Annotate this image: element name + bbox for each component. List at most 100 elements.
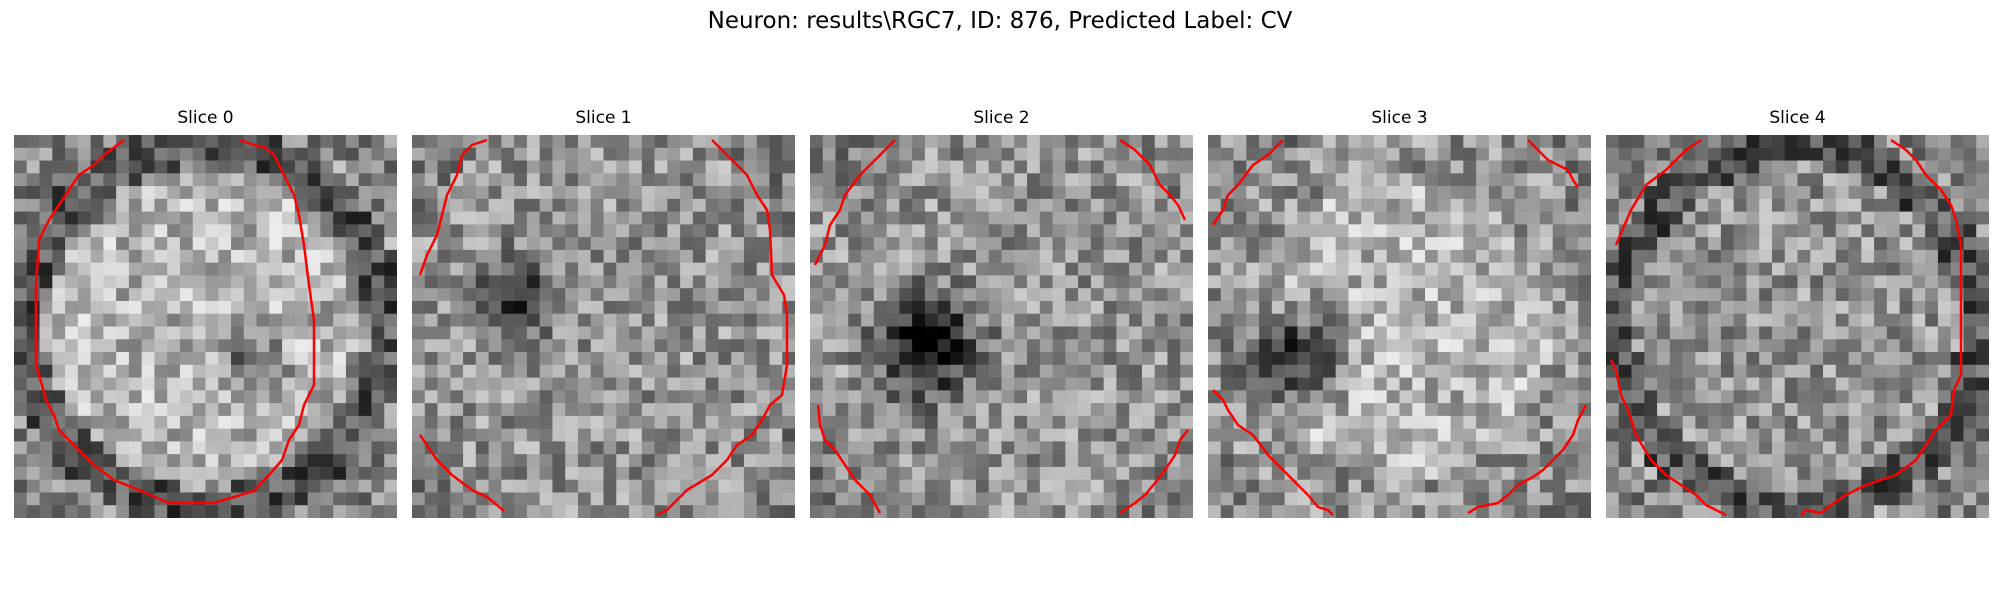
- pixel: [731, 186, 745, 200]
- pixel: [167, 339, 181, 353]
- pixel: [861, 173, 875, 187]
- pixel: [52, 326, 66, 340]
- pixel: [1578, 198, 1591, 212]
- pixel: [590, 211, 604, 225]
- pixel: [1167, 466, 1181, 481]
- pixel: [988, 135, 1002, 149]
- pixel: [1733, 364, 1747, 378]
- pixel: [179, 454, 194, 468]
- pixel: [1361, 186, 1375, 200]
- pixel: [1154, 160, 1168, 174]
- pixel: [692, 224, 707, 238]
- pixel: [1514, 300, 1528, 315]
- pixel: [1631, 454, 1645, 468]
- pixel: [1937, 505, 1952, 518]
- pixel: [526, 326, 541, 340]
- pixel: [1746, 415, 1760, 430]
- pixel: [1065, 492, 1079, 506]
- pixel: [552, 147, 566, 161]
- pixel: [1399, 275, 1413, 289]
- pixel: [52, 492, 66, 506]
- pixel: [1784, 505, 1798, 518]
- pixel: [1322, 186, 1337, 200]
- pixel: [1039, 492, 1053, 506]
- pixel: [924, 288, 939, 302]
- pixel: [1167, 390, 1181, 404]
- pixel: [154, 135, 168, 149]
- pixel: [218, 249, 232, 264]
- pixel: [899, 224, 913, 238]
- pixel: [269, 186, 283, 200]
- pixel: [1899, 198, 1913, 212]
- pixel: [1246, 186, 1260, 200]
- pixel: [1488, 135, 1503, 149]
- pixel: [1154, 249, 1168, 264]
- pixel: [1746, 237, 1760, 251]
- pixel: [269, 135, 283, 149]
- pixel: [1116, 211, 1130, 225]
- pixel: [1335, 377, 1349, 391]
- pixel: [1899, 364, 1913, 378]
- pixel: [1103, 237, 1117, 251]
- pixel: [629, 441, 643, 455]
- pixel: [1657, 173, 1671, 187]
- pixel: [1488, 160, 1503, 174]
- pixel: [1425, 352, 1439, 366]
- pixel: [743, 466, 758, 481]
- pixel: [52, 466, 66, 481]
- pixel: [667, 211, 681, 225]
- pixel: [1141, 403, 1156, 417]
- pixel: [475, 300, 489, 315]
- pixel: [912, 441, 926, 455]
- pixel: [1886, 352, 1901, 366]
- pixel: [1090, 288, 1105, 302]
- pixel: [950, 339, 964, 353]
- pixel: [1001, 173, 1015, 187]
- pixel: [1348, 262, 1362, 276]
- pixel: [1208, 300, 1222, 315]
- pixel: [475, 441, 489, 455]
- pixel: [1657, 492, 1671, 506]
- pixel: [1527, 135, 1541, 149]
- pixel: [1501, 492, 1515, 506]
- slice-panel-0: Slice 0: [14, 108, 397, 518]
- pixel: [603, 390, 617, 404]
- pixel: [345, 147, 360, 161]
- pixel: [1361, 390, 1375, 404]
- pixel: [552, 160, 566, 174]
- pixel: [103, 300, 117, 315]
- pixel: [629, 313, 643, 327]
- pixel: [1578, 224, 1591, 238]
- pixel: [179, 390, 194, 404]
- pixel: [1208, 160, 1222, 174]
- pixel: [963, 403, 977, 417]
- pixel: [412, 275, 426, 289]
- pixel: [937, 198, 951, 212]
- pixel: [603, 454, 617, 468]
- pixel: [782, 403, 795, 417]
- pixel: [1565, 262, 1579, 276]
- pixel: [526, 403, 541, 417]
- pixel: [1116, 313, 1130, 327]
- pixel: [154, 339, 168, 353]
- pixel: [899, 313, 913, 327]
- pixel: [1759, 211, 1773, 225]
- pixel: [577, 198, 592, 212]
- pixel: [1848, 428, 1862, 442]
- pixel: [1886, 403, 1901, 417]
- pixel: [320, 147, 334, 161]
- pixel: [1297, 364, 1311, 378]
- pixel: [1039, 224, 1053, 238]
- pixel: [1437, 479, 1451, 493]
- pixel: [1310, 288, 1324, 302]
- pixel: [1180, 173, 1193, 187]
- pixel: [1014, 441, 1028, 455]
- pixel: [782, 224, 795, 238]
- pixel: [1180, 147, 1193, 161]
- pixel: [873, 390, 887, 404]
- pixel: [1963, 300, 1977, 315]
- pixel: [1078, 237, 1092, 251]
- pixel: [345, 237, 360, 251]
- pixel: [1565, 147, 1579, 161]
- pixel: [39, 300, 53, 315]
